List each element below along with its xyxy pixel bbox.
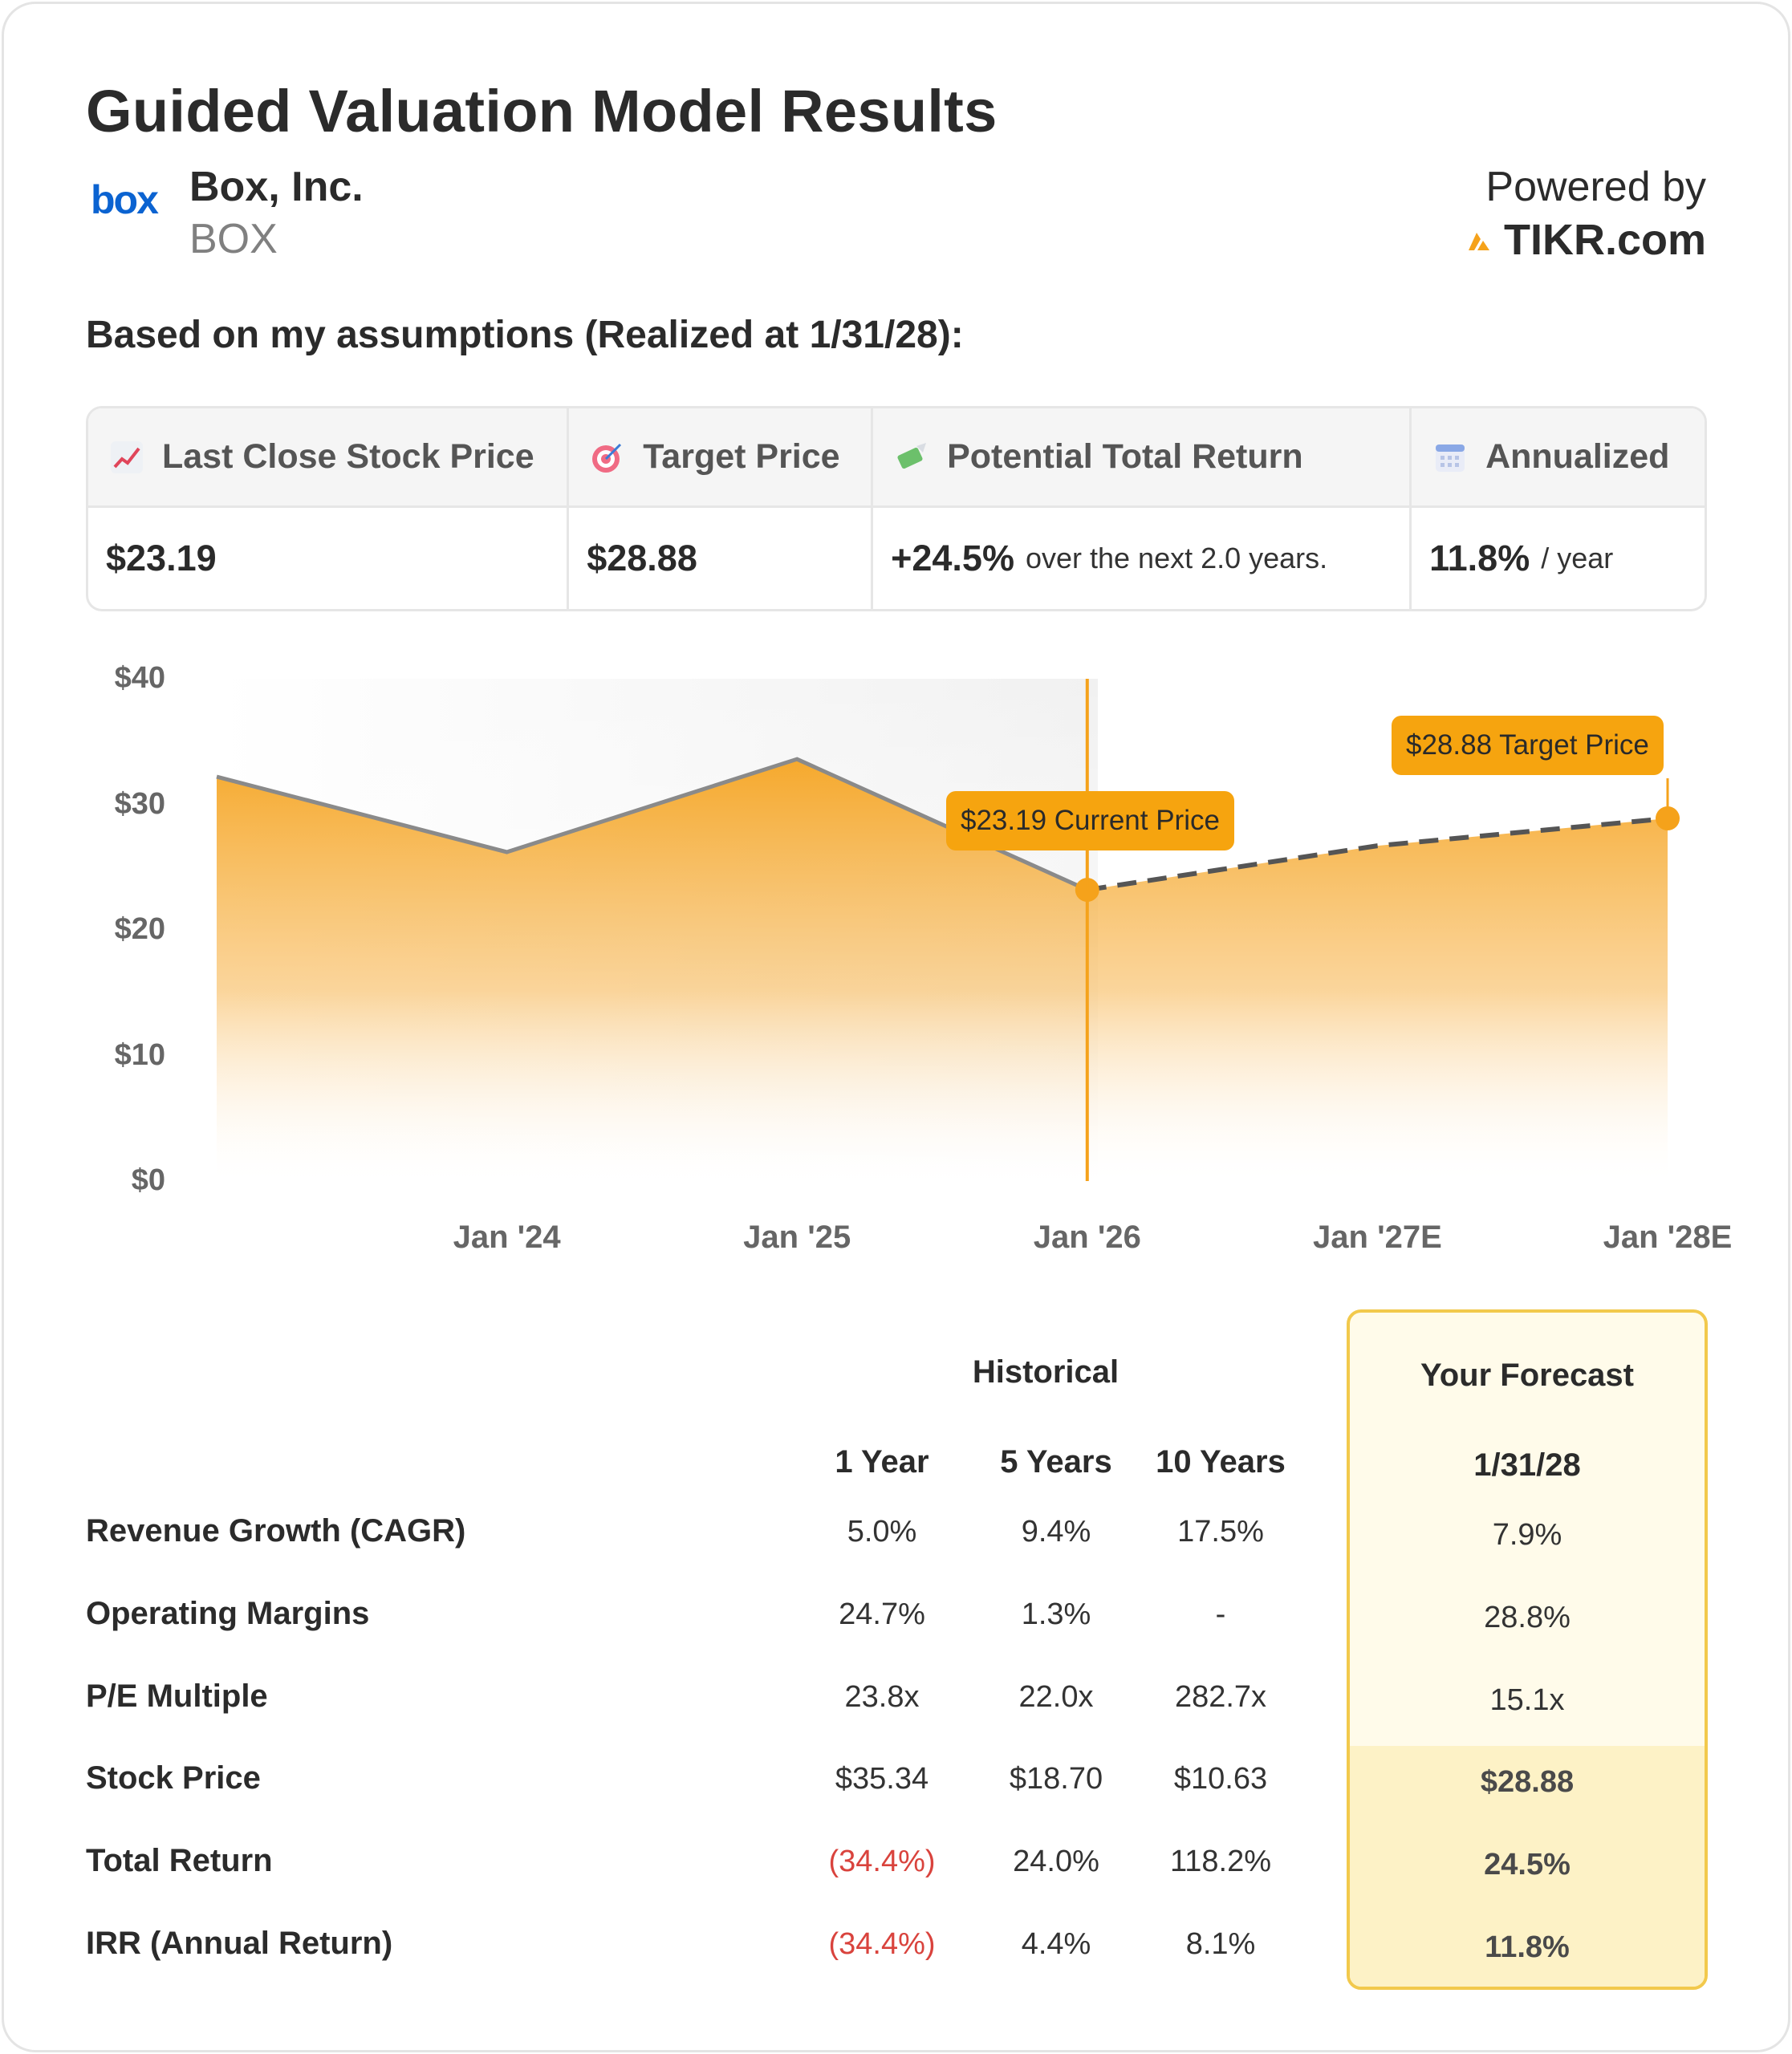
table-cell: $35.34 (835, 1762, 929, 1796)
forecast-line (1087, 816, 1668, 893)
metric-potential-return: Potential Total Return +24.5% over the n… (873, 408, 1412, 609)
brand-text: TIKR.com (1503, 216, 1706, 264)
table-cell: 282.7x (1174, 1680, 1267, 1714)
forecast-cell: 7.9% (1492, 1518, 1562, 1552)
powered-by-label: Powered by (1485, 164, 1706, 210)
y-tick-label: $30 (114, 786, 165, 821)
box-logo: box (91, 177, 159, 222)
metric-label: Annualized (1485, 437, 1670, 476)
row-label: Stock Price (86, 1760, 261, 1796)
forecast-cell: 28.8% (1484, 1601, 1571, 1634)
metric-annualized: Annualized 11.8% / year (1412, 408, 1705, 609)
table-cell: 1.3% (1021, 1597, 1091, 1631)
table-cell: 23.8x (844, 1680, 920, 1714)
table-cell: 8.1% (1185, 1927, 1256, 1961)
metric-label: Last Close Stock Price (162, 437, 534, 476)
table-cell: - (1215, 1597, 1226, 1631)
y-tick-label: $10 (114, 1037, 165, 1072)
table-cell: 118.2% (1169, 1845, 1272, 1878)
forecast-cell: 24.5% (1484, 1848, 1571, 1881)
col-header-5-years: 5 Years (1000, 1444, 1112, 1480)
table-cell: (34.4%) (828, 1927, 936, 1961)
y-tick-label: $40 (114, 661, 165, 695)
x-tick-label: Jan '26 (1033, 1220, 1141, 1255)
table-cell: 9.4% (1021, 1515, 1091, 1549)
target-icon (590, 440, 625, 475)
tikr-brand-link[interactable]: TIKR.com (1465, 215, 1706, 265)
assumptions-heading: Based on my assumptions (Realized at 1/3… (86, 314, 964, 356)
row-label: Operating Margins (86, 1596, 370, 1631)
y-tick-label: $20 (114, 912, 165, 946)
metric-value: +24.5% (891, 538, 1014, 578)
metric-last-close: Last Close Stock Price $23.19 (88, 408, 570, 609)
money-wings-icon (894, 440, 929, 475)
forecast-results-highlight (1350, 1746, 1705, 1987)
page-title: Guided Valuation Model Results (86, 78, 998, 144)
forecast-header: Your Forecast (1420, 1358, 1634, 1393)
metric-target-price: Target Price $28.88 (569, 408, 874, 609)
historical-line (216, 757, 1088, 892)
col-header-1-year: 1 Year (835, 1444, 929, 1480)
table-cell: (34.4%) (828, 1845, 936, 1878)
metric-value: $28.88 (587, 538, 697, 578)
row-label: P/E Multiple (86, 1679, 268, 1714)
tikr-logo-icon (1468, 233, 1489, 250)
y-tick-label: $0 (131, 1163, 165, 1197)
row-label: IRR (Annual Return) (86, 1926, 393, 1961)
col-header-forecast-date: 1/31/28 (1473, 1447, 1581, 1483)
forecast-cell: 11.8% (1485, 1930, 1570, 1964)
current-price-callout: $23.19 Current Price (946, 791, 1234, 850)
target-price-point[interactable] (1656, 806, 1680, 831)
table-cell: 24.0% (1013, 1845, 1099, 1878)
x-tick-label: Jan '24 (453, 1220, 561, 1255)
row-label: Revenue Growth (CAGR) (86, 1513, 466, 1549)
row-label: Total Return (86, 1843, 273, 1878)
chart-increasing-icon (109, 440, 144, 475)
company-name: Box, Inc. (189, 164, 364, 210)
forecast-cell: 15.1x (1489, 1683, 1565, 1717)
table-cell: 4.4% (1021, 1927, 1091, 1961)
metrics-table: Last Close Stock Price $23.19 Target Pri… (86, 406, 1707, 611)
metric-suffix: over the next 2.0 years. (1025, 542, 1328, 574)
col-header-10-years: 10 Years (1156, 1444, 1286, 1480)
forecast-column (1347, 1309, 1708, 1990)
table-cell: $18.70 (1009, 1762, 1103, 1796)
table-cell: $10.63 (1173, 1762, 1268, 1796)
table-cell: 5.0% (847, 1515, 917, 1549)
target-price-callout: $28.88 Target Price (1392, 716, 1664, 775)
current-price-point[interactable] (1075, 878, 1099, 903)
price-chart (0, 642, 1792, 1284)
x-tick-label: Jan '25 (743, 1220, 851, 1255)
table-cell: 17.5% (1177, 1515, 1264, 1549)
metric-suffix: / year (1541, 542, 1614, 574)
historical-header: Historical (972, 1354, 1119, 1390)
metric-value: $23.19 (106, 538, 217, 578)
x-tick-label: Jan '28E (1603, 1220, 1733, 1255)
metric-value: 11.8% (1429, 538, 1530, 578)
x-tick-label: Jan '27E (1313, 1220, 1442, 1255)
metric-label: Potential Total Return (947, 437, 1303, 476)
company-ticker: BOX (189, 216, 278, 262)
price-area (217, 759, 1668, 1181)
calendar-icon (1432, 440, 1468, 475)
table-cell: 24.7% (839, 1597, 925, 1631)
forecast-cell: $28.88 (1480, 1765, 1575, 1799)
metric-label: Target Price (643, 437, 840, 476)
price-chart-svg (216, 679, 1680, 1181)
table-cell: 22.0x (1018, 1680, 1094, 1714)
